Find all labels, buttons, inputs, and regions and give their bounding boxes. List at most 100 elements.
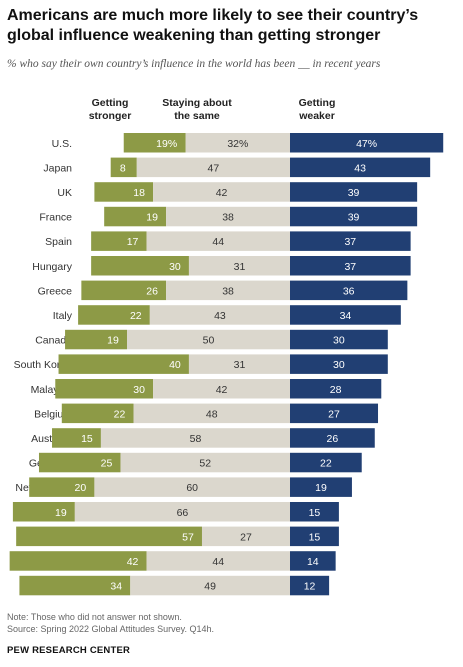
data-label-stronger: 30: [169, 261, 181, 273]
category-label: U.S.: [52, 138, 72, 150]
data-label-same: 32%: [227, 138, 248, 150]
data-label-same: 60: [186, 482, 198, 494]
data-label-weaker: 39: [348, 212, 360, 224]
data-label-weaker: 37: [344, 236, 356, 248]
data-label-same: 31: [234, 359, 246, 371]
data-label-weaker: 27: [328, 408, 340, 420]
bar-weaker: [290, 256, 411, 276]
bar-same: [153, 182, 290, 202]
data-label-weaker: 34: [340, 310, 352, 322]
bar-weaker: [290, 133, 444, 153]
data-label-stronger: 19: [55, 507, 67, 519]
bar-stronger: [52, 428, 101, 448]
column-header-2: weaker: [298, 110, 335, 122]
column-header-1: the same: [174, 110, 220, 122]
bar-stronger: [61, 403, 134, 424]
data-label-weaker: 15: [309, 507, 321, 519]
category-label: South Korea: [14, 359, 73, 371]
bar-stronger: [38, 452, 121, 473]
category-label: Hungary: [32, 261, 72, 273]
data-label-weaker: 47%: [356, 138, 377, 150]
data-label-stronger: 19%: [156, 138, 177, 150]
data-label-stronger: 18: [133, 187, 145, 199]
data-label-stronger: 8: [120, 162, 126, 174]
bar-same: [166, 280, 290, 301]
bar-stronger: [16, 526, 202, 547]
bar-stronger: [58, 354, 189, 374]
category-label: Japan: [43, 162, 72, 174]
bar-stronger: [29, 477, 95, 497]
bar-same: [185, 133, 290, 153]
data-label-stronger: 30: [133, 384, 145, 396]
column-header-1: Staying about: [162, 97, 232, 109]
bar-same: [130, 575, 290, 596]
data-label-same: 44: [212, 236, 224, 248]
data-label-stronger: 26: [146, 285, 158, 297]
data-label-stronger: 42: [127, 556, 139, 568]
data-label-stronger: 34: [110, 581, 122, 593]
bar-weaker: [290, 206, 418, 227]
data-label-same: 52: [199, 458, 211, 470]
bar-weaker: [290, 182, 418, 202]
data-label-same: 38: [222, 212, 234, 224]
category-label: UK: [57, 187, 72, 199]
category-label: Italy: [53, 310, 73, 322]
bar-same: [74, 502, 290, 522]
bar-stronger: [9, 551, 147, 571]
column-header-0: Getting: [92, 97, 129, 109]
bar-weaker: [290, 502, 339, 522]
bar-same: [136, 157, 290, 178]
bar-weaker: [290, 354, 388, 374]
data-label-same: 47: [208, 162, 220, 174]
chart-title: Americans are much more likely to see th…: [7, 7, 419, 44]
data-label-weaker: 36: [343, 285, 355, 297]
bar-same: [188, 256, 290, 276]
bar-same: [120, 452, 290, 473]
bar-stronger: [123, 133, 186, 153]
data-label-same: 31: [234, 261, 246, 273]
data-label-same: 44: [212, 556, 224, 568]
bar-weaker: [290, 157, 431, 178]
bar-same: [149, 305, 290, 325]
bar-same: [133, 403, 290, 424]
bar-same: [127, 329, 290, 350]
data-label-weaker: 22: [320, 458, 332, 470]
data-label-same: 43: [214, 310, 226, 322]
data-label-weaker: 43: [354, 162, 366, 174]
bar-weaker: [290, 305, 401, 325]
data-label-stronger: 19: [146, 212, 158, 224]
data-label-same: 58: [190, 433, 202, 445]
data-label-weaker: 30: [333, 335, 345, 347]
data-label-stronger: 22: [130, 310, 142, 322]
data-label-weaker: 39: [348, 187, 360, 199]
bar-same: [188, 354, 290, 374]
bar-weaker: [290, 329, 388, 350]
chart-notes: Note: Those who did not answer not shown…: [7, 612, 214, 635]
bar-stronger: [55, 379, 154, 399]
category-label: Canada: [35, 335, 72, 347]
bar-stronger: [91, 231, 147, 251]
data-label-weaker: 28: [330, 384, 342, 396]
data-label-same: 49: [204, 581, 216, 593]
data-label-same: 66: [177, 507, 189, 519]
bar-stronger: [94, 182, 154, 202]
data-label-same: 42: [216, 384, 228, 396]
category-label: Spain: [45, 236, 72, 248]
bar-weaker: [290, 428, 375, 448]
bar-stronger: [19, 575, 131, 596]
bar-weaker: [290, 403, 379, 424]
category-label: Greece: [38, 285, 73, 297]
bar-same: [100, 428, 290, 448]
bar-stronger: [104, 206, 167, 227]
data-label-stronger: 22: [114, 408, 126, 420]
bar-weaker: [290, 379, 382, 399]
data-label-weaker: 30: [333, 359, 345, 371]
bar-same: [146, 551, 290, 571]
bar-weaker: [290, 477, 352, 497]
data-label-stronger: 15: [81, 433, 93, 445]
bar-same: [201, 526, 290, 547]
bar-weaker: [290, 231, 411, 251]
bar-weaker: [290, 452, 362, 473]
data-label-stronger: 40: [169, 359, 181, 371]
